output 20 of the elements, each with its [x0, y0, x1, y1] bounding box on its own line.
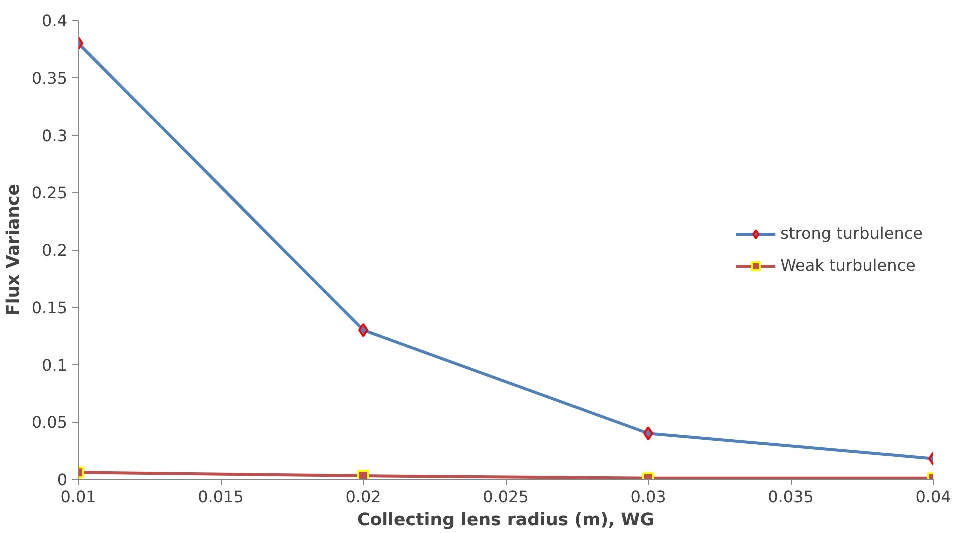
y-tick-label: 0.25	[32, 184, 68, 203]
y-tick-label: 0.4	[42, 12, 68, 30]
x-tick-label: 0.025	[483, 488, 529, 506]
x-tick-label: 0.04	[916, 488, 952, 506]
y-tick-label: 0.15	[32, 298, 68, 318]
y-tick-label: 0.3	[42, 126, 68, 146]
x-tick-label: 0.03	[630, 488, 666, 506]
x-tick-label: 0.01	[60, 488, 96, 506]
x-tick-label: 0.015	[198, 488, 244, 506]
y-axis-title: Flux Variance	[4, 184, 24, 316]
y-tick-label: 0.1	[42, 356, 68, 375]
legend-label: strong turbulence	[780, 224, 923, 243]
y-tick-label: 0.35	[32, 68, 68, 88]
x-tick-label: 0.035	[768, 488, 814, 506]
y-tick-label: 0	[57, 470, 68, 490]
legend-label: Weak turbulence	[780, 256, 916, 275]
x-tick-label: 0.02	[346, 488, 382, 506]
y-tick-label: 0.2	[42, 241, 68, 260]
x-axis-title: Collecting lens radius (m), WG	[357, 510, 655, 530]
y-tick-label: 0.05	[32, 413, 68, 432]
